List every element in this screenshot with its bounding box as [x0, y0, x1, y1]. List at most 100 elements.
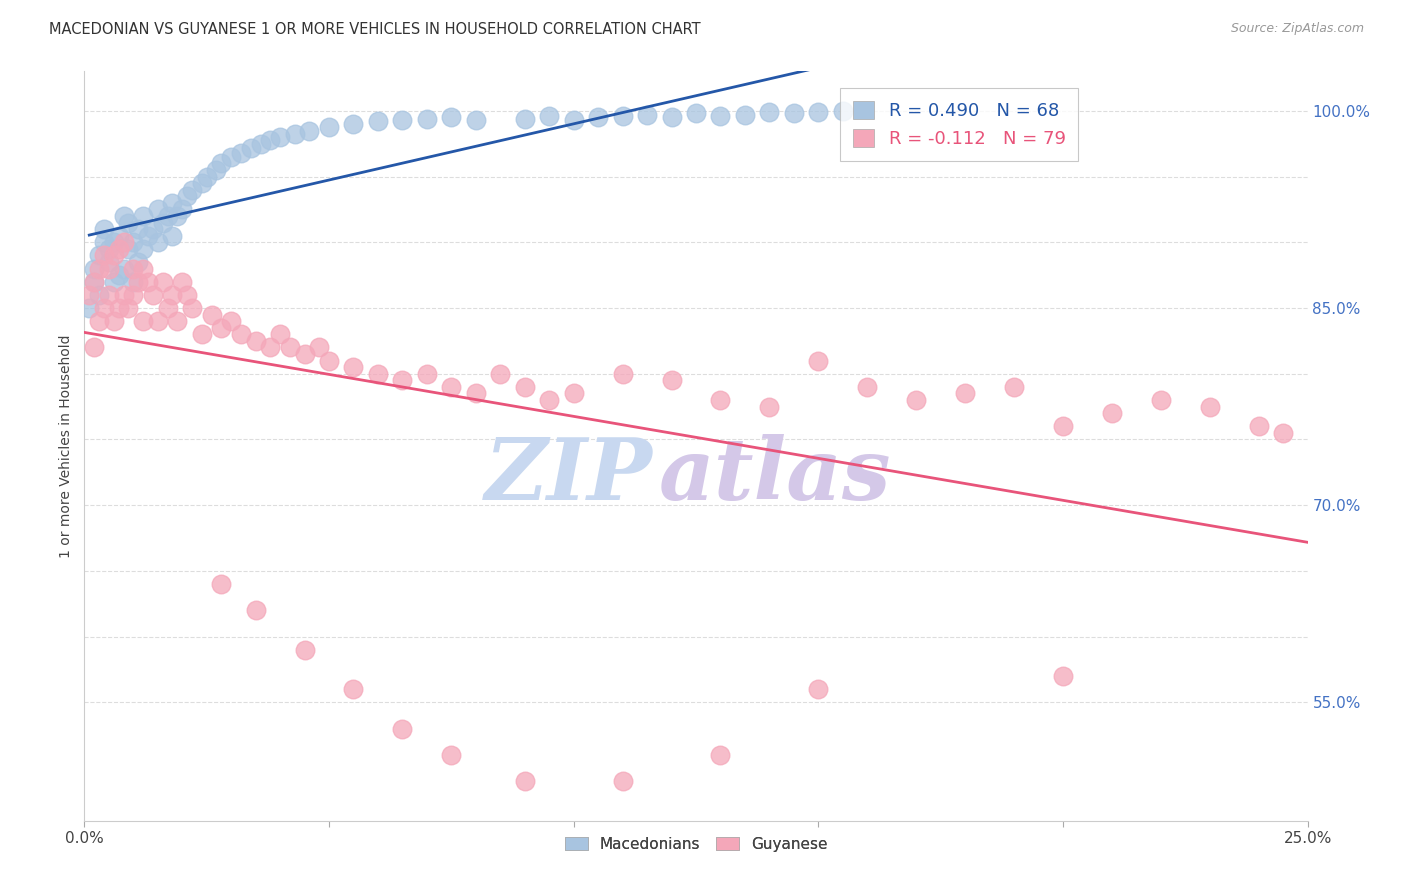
Point — [513, 774, 536, 789]
Point — [709, 392, 731, 407]
Point — [709, 747, 731, 762]
Point — [259, 340, 281, 354]
Point — [97, 288, 120, 302]
Point — [87, 261, 110, 276]
Y-axis label: 1 or more Vehicles in Household: 1 or more Vehicles in Household — [59, 334, 73, 558]
Point — [259, 133, 281, 147]
Point — [152, 275, 174, 289]
Point — [117, 301, 139, 315]
Point — [219, 314, 242, 328]
Point — [127, 255, 149, 269]
Point — [416, 367, 439, 381]
Point — [783, 106, 806, 120]
Point — [107, 228, 129, 243]
Point — [205, 163, 228, 178]
Point — [489, 367, 512, 381]
Point — [122, 261, 145, 276]
Point — [103, 235, 125, 250]
Point — [440, 747, 463, 762]
Point — [229, 327, 252, 342]
Point — [93, 235, 115, 250]
Point — [93, 301, 115, 315]
Point — [77, 301, 100, 315]
Point — [156, 301, 179, 315]
Point — [1247, 419, 1270, 434]
Point — [136, 228, 159, 243]
Point — [166, 209, 188, 223]
Point — [342, 117, 364, 131]
Point — [103, 248, 125, 262]
Point — [734, 108, 756, 122]
Point — [245, 334, 267, 348]
Point — [391, 373, 413, 387]
Point — [112, 209, 135, 223]
Point — [807, 353, 830, 368]
Text: atlas: atlas — [659, 434, 891, 517]
Point — [97, 255, 120, 269]
Point — [1198, 400, 1220, 414]
Point — [513, 112, 536, 126]
Point — [298, 123, 321, 137]
Point — [318, 120, 340, 134]
Point — [562, 386, 585, 401]
Point — [112, 261, 135, 276]
Point — [612, 774, 634, 789]
Point — [269, 327, 291, 342]
Point — [112, 288, 135, 302]
Point — [562, 113, 585, 128]
Point — [464, 113, 486, 128]
Point — [294, 642, 316, 657]
Point — [1101, 406, 1123, 420]
Point — [209, 577, 232, 591]
Point — [103, 314, 125, 328]
Point — [127, 222, 149, 236]
Point — [807, 682, 830, 697]
Text: Source: ZipAtlas.com: Source: ZipAtlas.com — [1230, 22, 1364, 36]
Point — [83, 340, 105, 354]
Point — [83, 261, 105, 276]
Point — [269, 130, 291, 145]
Point — [249, 136, 271, 151]
Point — [209, 156, 232, 170]
Point — [162, 228, 184, 243]
Text: MACEDONIAN VS GUYANESE 1 OR MORE VEHICLES IN HOUSEHOLD CORRELATION CHART: MACEDONIAN VS GUYANESE 1 OR MORE VEHICLE… — [49, 22, 700, 37]
Point — [318, 353, 340, 368]
Point — [636, 108, 658, 122]
Point — [219, 150, 242, 164]
Point — [1052, 419, 1074, 434]
Point — [166, 314, 188, 328]
Point — [440, 380, 463, 394]
Point — [1272, 425, 1295, 440]
Point — [661, 373, 683, 387]
Point — [107, 242, 129, 256]
Point — [367, 367, 389, 381]
Point — [367, 114, 389, 128]
Point — [83, 275, 105, 289]
Point — [831, 103, 853, 118]
Point — [122, 275, 145, 289]
Point — [112, 235, 135, 250]
Point — [905, 392, 928, 407]
Point — [162, 195, 184, 210]
Point — [191, 327, 214, 342]
Point — [127, 275, 149, 289]
Point — [146, 202, 169, 217]
Point — [132, 209, 155, 223]
Point — [416, 112, 439, 126]
Point — [709, 109, 731, 123]
Point — [195, 169, 218, 184]
Point — [200, 308, 222, 322]
Point — [132, 242, 155, 256]
Point — [284, 128, 307, 142]
Point — [97, 242, 120, 256]
Point — [278, 340, 301, 354]
Point — [136, 275, 159, 289]
Point — [146, 235, 169, 250]
Point — [464, 386, 486, 401]
Point — [142, 222, 165, 236]
Point — [758, 105, 780, 120]
Point — [513, 380, 536, 394]
Point — [117, 242, 139, 256]
Point — [83, 275, 105, 289]
Point — [953, 386, 976, 401]
